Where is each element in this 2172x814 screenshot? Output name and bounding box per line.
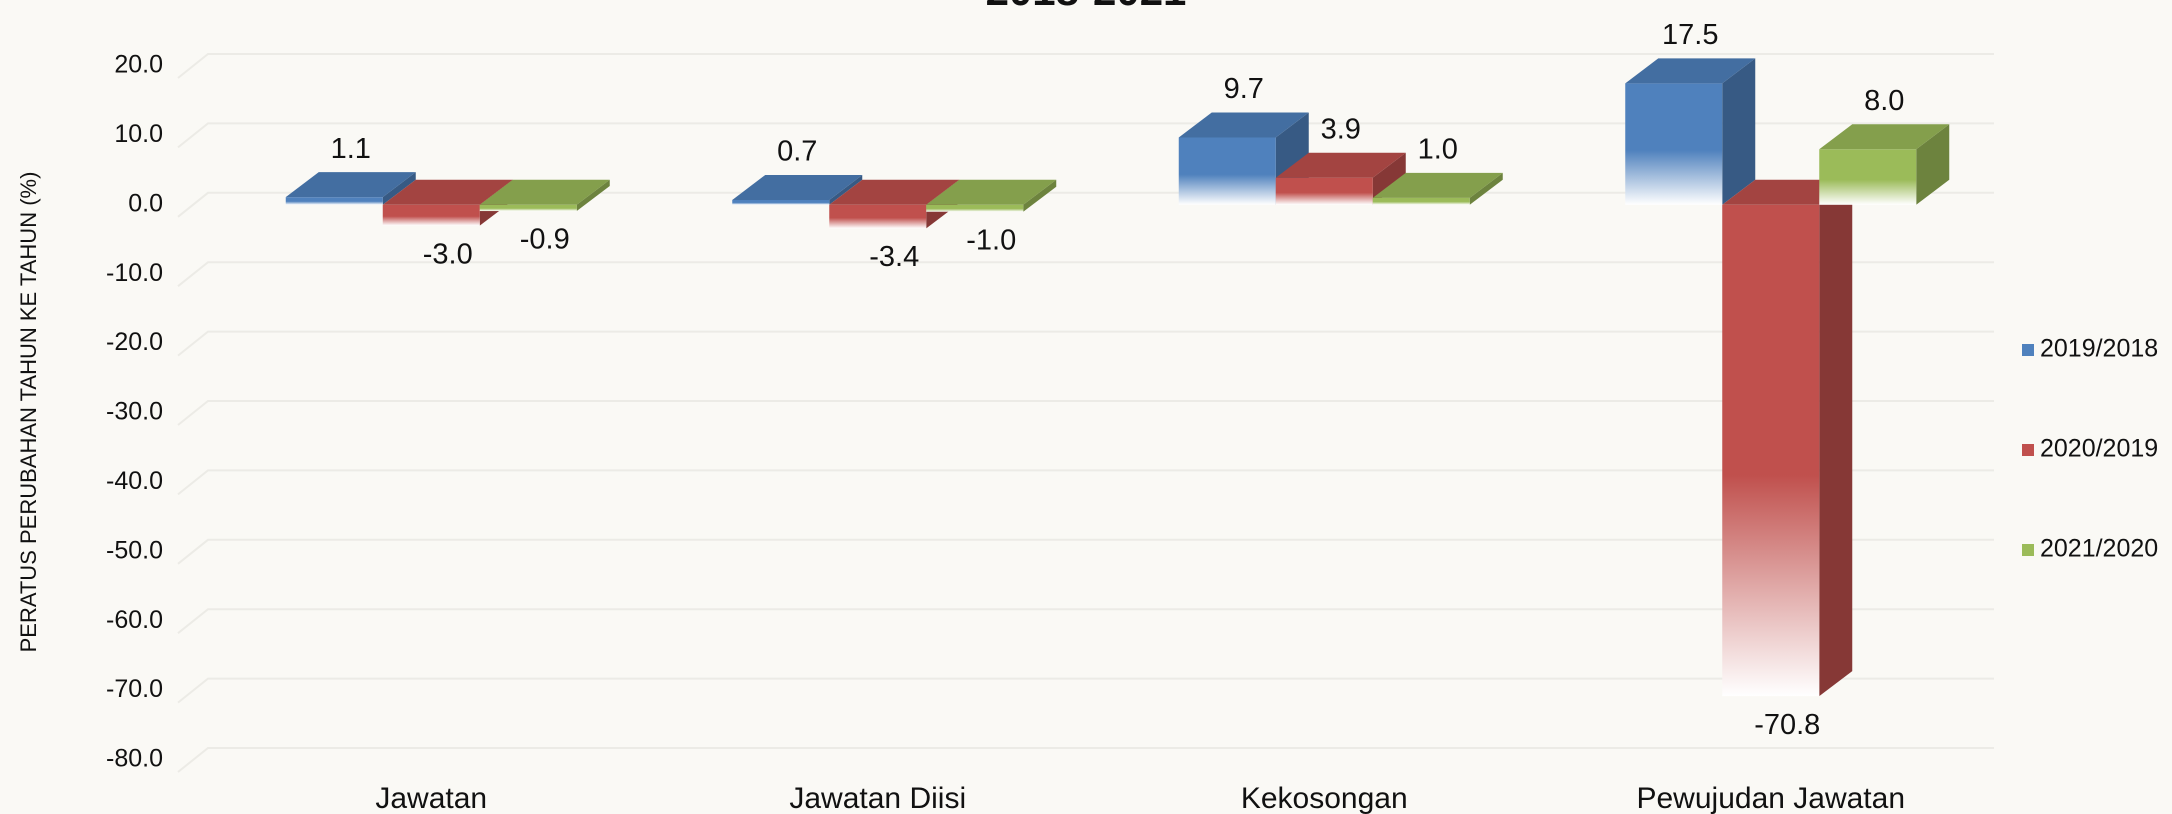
grid-line [177,677,1994,704]
y-tick-label: -40.0 [106,467,163,495]
bar [479,204,577,212]
data-label: 1.0 [1418,134,1458,166]
y-tick-label: -10.0 [106,259,163,287]
bar-top [1178,112,1309,138]
y-tick-label: 20.0 [114,51,163,79]
legend-swatch [2022,544,2034,556]
legend-swatch [2022,444,2034,456]
data-label: 17.5 [1662,19,1718,51]
data-label: 1.1 [331,133,371,165]
bar [926,204,1024,212]
bar [829,204,927,229]
y-tick-label: 10.0 [114,120,163,148]
x-tick-label: Jawatan Diisi [789,782,966,814]
bar [1372,197,1470,205]
data-label: -1.0 [966,224,1016,256]
y-tick-label: -20.0 [106,328,163,356]
y-tick-label: -50.0 [106,536,163,564]
legend-swatch [2022,344,2034,356]
bar [1178,137,1276,205]
bar-top [1275,152,1406,178]
y-axis-label: PERATUS PERUBAHAN TAHUN KE TAHUN (%) [16,172,41,653]
legend-label: 2021/2020 [2040,535,2158,563]
legend-label: 2020/2019 [2040,435,2158,463]
bar-side [576,179,610,212]
chart-title: 2018-2021 [986,0,1187,14]
x-tick-label: Kekosongan [1241,782,1408,814]
y-tick-label: -30.0 [106,398,163,426]
bar-side [1819,179,1853,697]
bar [1275,177,1373,205]
bar [382,204,480,226]
bar-top [1625,58,1756,84]
data-label: -3.0 [423,238,473,270]
data-label: 0.7 [777,136,817,168]
bar [1722,204,1820,697]
legend-label: 2019/2018 [2040,335,2158,363]
bar-side [382,172,416,205]
bar-side [1469,172,1503,205]
grid-line [177,122,1994,149]
grid-line [177,261,1994,287]
y-tick-label: 0.0 [128,189,163,217]
bar-side [829,174,863,205]
bar-top [382,179,513,205]
bar [1625,83,1723,205]
x-tick-label: Jawatan [375,782,487,814]
grid-line [177,608,1994,634]
data-label: 3.9 [1321,113,1361,145]
bar-side [1023,179,1057,212]
bar [732,199,830,205]
bar-top [479,179,610,205]
bar-top [732,174,863,200]
data-label: -0.9 [520,224,570,256]
data-label: -70.8 [1754,709,1820,741]
bar [1819,149,1917,205]
data-label: -3.4 [869,241,919,273]
bar [285,197,383,205]
bar-top [829,179,960,205]
bar-top [1819,124,1950,150]
data-label: 8.0 [1864,85,1904,117]
bar-side [1916,124,1950,205]
bar-top [1372,172,1503,198]
y-tick-label: -80.0 [106,745,163,773]
bar-top [285,172,416,198]
grid-line [177,400,1994,426]
grid-line [177,747,1994,773]
y-tick-label: -70.0 [106,675,163,703]
y-tick-label: -60.0 [106,606,163,634]
grid-line [177,330,1994,357]
grid-line [177,469,1994,496]
bar-side [1722,58,1756,205]
data-label: 9.7 [1224,73,1264,105]
grid-line [177,538,1994,565]
x-tick-label: Pewujudan Jawatan [1636,782,1905,814]
bar-top [926,179,1057,205]
grid-line [177,53,1994,79]
